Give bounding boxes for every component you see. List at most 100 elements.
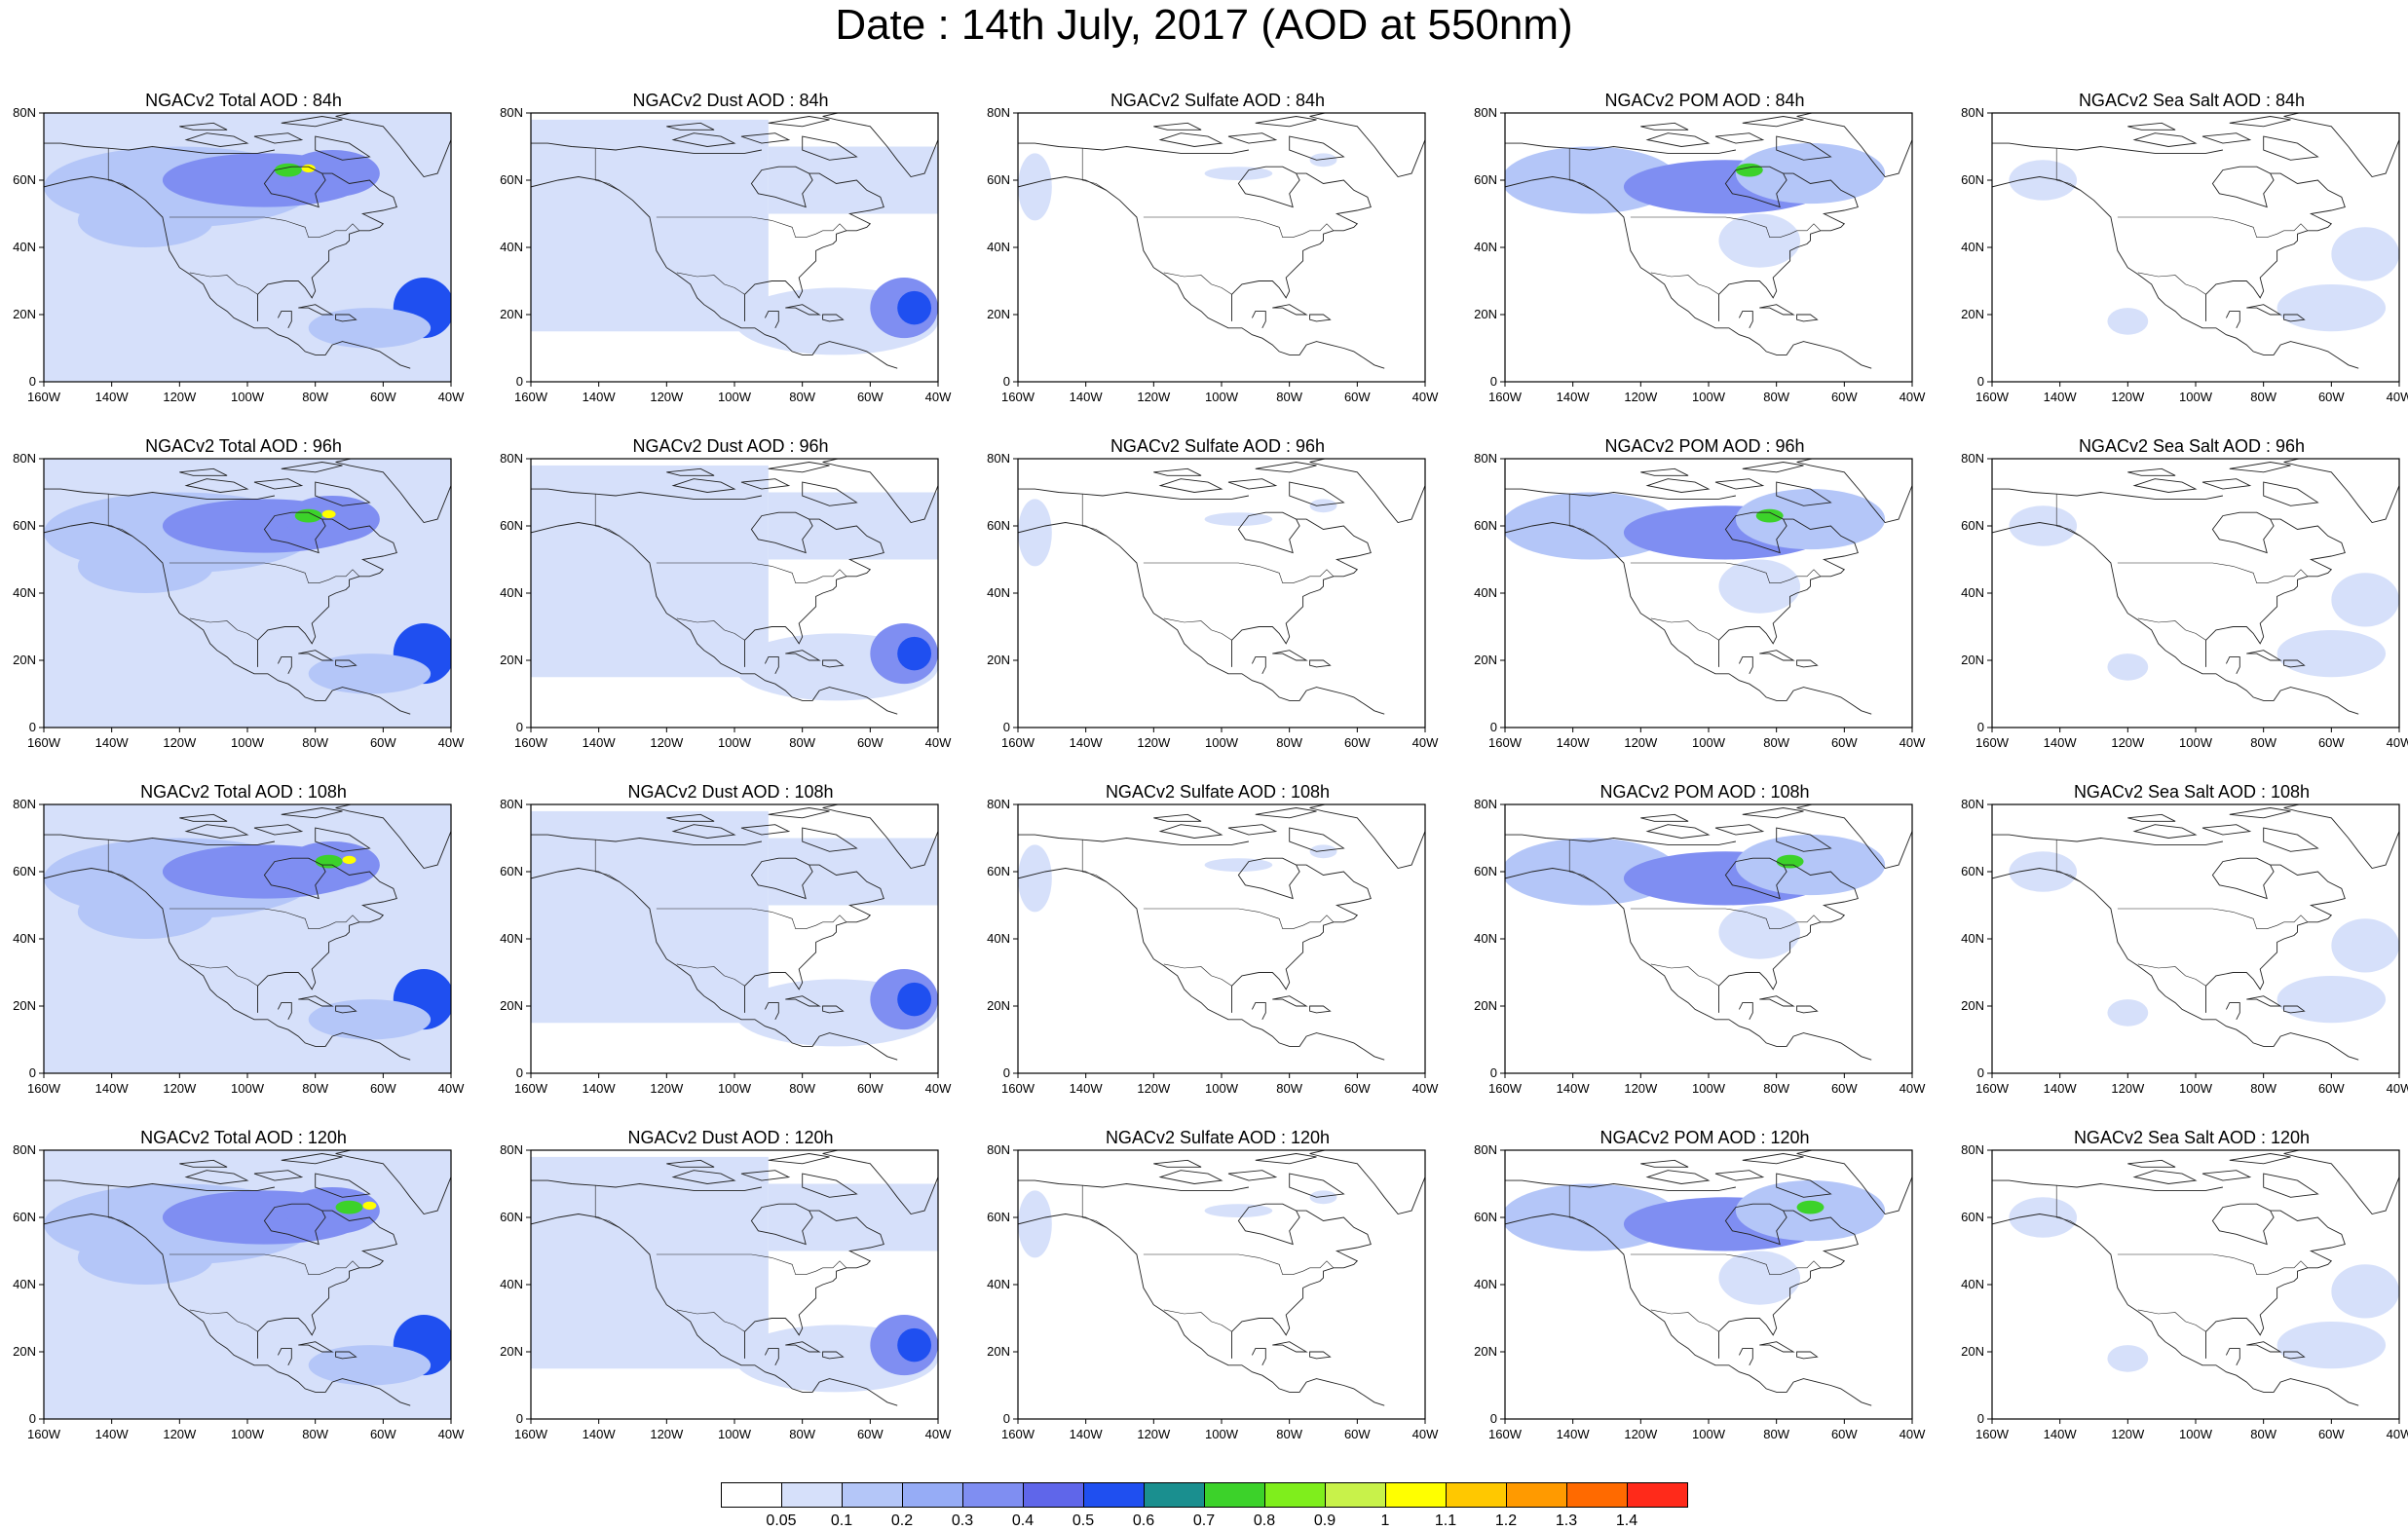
y-tick-label: 60N: [13, 172, 36, 187]
arctic-island: [1640, 122, 1689, 131]
map-panel-total-120h: NGACv2 Total AOD : 120h 160W 140W 120W 100W 8…: [0, 1127, 487, 1441]
x-tick-label: 60W: [2318, 1427, 2345, 1441]
x-tick-label: 80W: [789, 1427, 815, 1441]
country-border: [107, 494, 132, 537]
aod-field: [1309, 499, 1337, 513]
x-tick-label: 120W: [1137, 735, 1171, 750]
panel-title: NGACv2 Dust AOD : 108h: [627, 782, 834, 802]
y-tick-label: 80N: [987, 451, 1010, 466]
coastline: [1718, 864, 1859, 1013]
aod-field: [1204, 512, 1273, 526]
hispaniola-coastline: [1309, 314, 1332, 322]
country-border: [2117, 562, 2309, 583]
arctic-island: [666, 1159, 715, 1168]
hudson-bay-coastline: [1724, 1203, 1787, 1246]
coastline: [2205, 1210, 2346, 1359]
aod-field-layer: [1505, 1180, 1886, 1305]
coastline: [44, 176, 411, 369]
y-tick-label: 80N: [987, 797, 1010, 811]
y-tick-label: 40N: [13, 1277, 36, 1291]
coastline: [44, 522, 411, 715]
hudson-bay-coastline: [750, 166, 813, 208]
y-tick-label: 0: [1977, 374, 1984, 389]
aod-field: [1309, 844, 1337, 859]
y-tick-label: 0: [1490, 1065, 1497, 1080]
y-tick-label: 80N: [500, 105, 523, 120]
arctic-coastline: [1505, 488, 1736, 500]
x-tick-label: 140W: [583, 1081, 617, 1096]
y-tick-label: 40N: [500, 1277, 523, 1291]
greenland-coastline: [2283, 113, 2399, 178]
hudson-bay-coastline: [2211, 857, 2275, 900]
panel-title: NGACv2 Sea Salt AOD : 84h: [2078, 91, 2306, 110]
country-border: [107, 840, 132, 882]
x-tick-label: 100W: [1692, 735, 1726, 750]
hudson-bay-coastline: [750, 1203, 813, 1246]
x-tick-label: 120W: [650, 735, 684, 750]
x-tick-label: 60W: [857, 735, 884, 750]
map-plot: 160W 140W 120W 100W 80W 60W 40W 0 20N 40N 60N 80N: [1474, 105, 1926, 404]
coastline: [1505, 176, 1872, 369]
colorbar-label: 0.8: [1253, 1512, 1276, 1529]
arctic-island: [1640, 1159, 1689, 1168]
map-plot: 160W 140W 120W 100W 80W 60W 40W 0 20N 40N 60N 80N: [13, 105, 465, 404]
arctic-island: [802, 481, 858, 506]
y-tick-label: 60N: [1474, 864, 1497, 878]
arctic-island: [671, 478, 736, 493]
colorbar-swatch: [1023, 1482, 1084, 1508]
arctic-island: [2201, 1170, 2252, 1181]
y-tick-label: 60N: [500, 864, 523, 878]
aod-field-layer: [44, 459, 451, 728]
y-tick-label: 80N: [1961, 105, 1984, 120]
hudson-bay-coastline: [263, 166, 326, 208]
greenland-coastline: [822, 459, 938, 524]
coastline: [257, 172, 397, 321]
arctic-island: [1776, 1173, 1832, 1198]
arctic-island: [671, 824, 736, 839]
arctic-island: [1289, 1173, 1345, 1198]
colorbar-label: 1.3: [1555, 1512, 1578, 1529]
y-tick-label: 40N: [1961, 240, 1984, 254]
y-tick-label: 40N: [13, 240, 36, 254]
arctic-island: [1714, 478, 1765, 490]
x-tick-label: 60W: [370, 390, 396, 404]
greenland-coastline: [2283, 459, 2399, 524]
map-panel-sulfate-84h: NGACv2 Sulfate AOD : 84h 160W 140W 120W 100W…: [974, 90, 1461, 404]
arctic-island: [315, 135, 371, 161]
hispaniola-coastline: [1796, 1005, 1819, 1014]
arctic-island: [184, 1170, 249, 1184]
arctic-island: [2263, 1173, 2319, 1198]
arctic-island: [179, 1159, 228, 1168]
aod-field: [2107, 653, 2149, 681]
x-tick-label: 60W: [857, 390, 884, 404]
country-border: [1568, 148, 1594, 191]
arctic-coastline: [44, 1179, 275, 1191]
aod-field: [1718, 905, 1801, 959]
cuba-coastline: [785, 1341, 821, 1353]
arctic-coastline: [1505, 834, 1736, 845]
country-border: [2055, 494, 2081, 537]
greenland-coastline: [2283, 1150, 2399, 1215]
y-tick-label: 20N: [13, 1344, 36, 1359]
colorbar-label: 0.2: [890, 1512, 914, 1529]
coastline: [744, 172, 884, 321]
aod-field: [531, 810, 769, 1024]
coastline: [1231, 518, 1372, 667]
aod-field: [1718, 1251, 1801, 1305]
x-tick-label: 60W: [370, 1081, 396, 1096]
country-border: [107, 1185, 132, 1228]
x-tick-label: 40W: [1900, 1427, 1926, 1441]
y-tick-label: 40N: [500, 240, 523, 254]
coastline: [744, 518, 884, 667]
arctic-coastline: [531, 488, 762, 500]
aod-field: [1204, 1204, 1273, 1217]
hispaniola-coastline: [1796, 1351, 1819, 1360]
aod-field-layer: [1018, 844, 1337, 913]
x-tick-label: 80W: [789, 390, 815, 404]
hispaniola-coastline: [2283, 314, 2306, 322]
cuba-coastline: [298, 995, 334, 1007]
colorbar-swatch: [1506, 1482, 1567, 1508]
coastline: [257, 1210, 397, 1359]
coastline-layer: [531, 804, 938, 1061]
coastline: [257, 864, 397, 1013]
